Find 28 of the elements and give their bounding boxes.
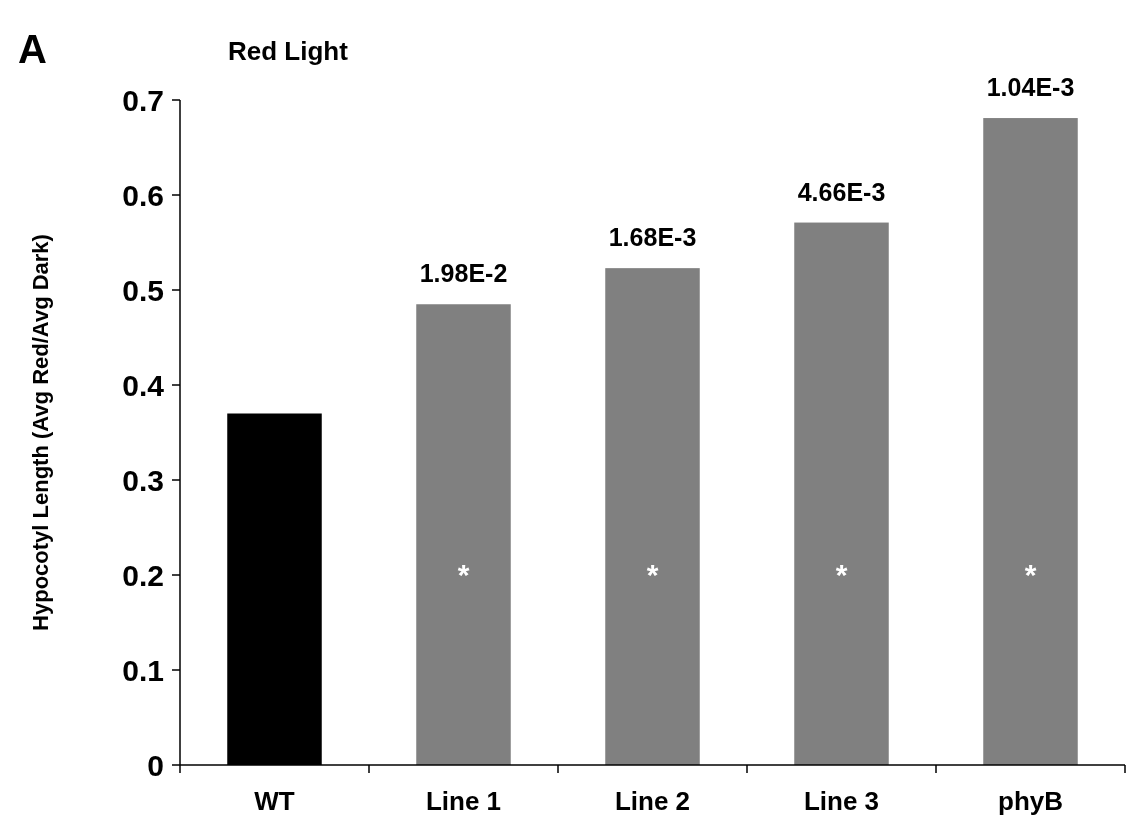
y-tick-label: 0.3 bbox=[122, 463, 164, 497]
bar bbox=[416, 304, 511, 765]
annotation: 1.68E-3 bbox=[608, 223, 697, 252]
y-tick-label: 0.4 bbox=[122, 368, 165, 402]
annotation: 1.04E-3 bbox=[986, 73, 1075, 102]
y-tick-label: 0.1 bbox=[122, 653, 164, 687]
y-tick-label: 0.6 bbox=[122, 178, 164, 212]
y-tick-label: 0.5 bbox=[122, 273, 164, 307]
chart-title: Red Light bbox=[228, 36, 349, 66]
annotation: * bbox=[457, 558, 470, 592]
y-tick-label: 0.7 bbox=[122, 83, 164, 117]
x-tick-label: Line 3 bbox=[803, 786, 880, 816]
y-axis-title: Hypocotyl Length (Avg Red/Avg Dark) bbox=[28, 234, 53, 631]
x-tick-label: phyB bbox=[998, 786, 1063, 816]
bar bbox=[794, 222, 889, 765]
text: A bbox=[18, 27, 47, 71]
x-tick-label: WT bbox=[254, 786, 295, 816]
x-tick-label: Line 2 bbox=[614, 786, 691, 816]
annotation: * bbox=[1024, 558, 1037, 592]
annotation: 4.66E-3 bbox=[797, 177, 886, 206]
y-tick-label: 0.2 bbox=[122, 558, 164, 592]
x-tick-label: Line 1 bbox=[425, 786, 502, 816]
annotation: 1.98E-2 bbox=[419, 259, 508, 288]
y-tick-label: 0 bbox=[147, 748, 164, 782]
bar bbox=[983, 118, 1078, 765]
annotation: * bbox=[835, 558, 848, 592]
bar bbox=[605, 268, 700, 765]
annotation: * bbox=[646, 558, 659, 592]
